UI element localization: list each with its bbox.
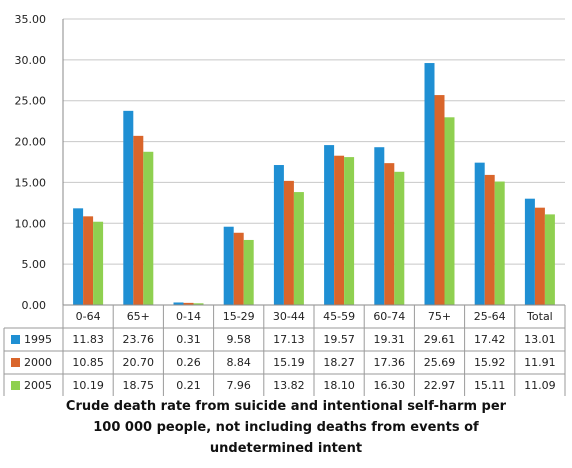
- bar-1995-Total: [524, 198, 535, 305]
- bar-2000-25-64: [484, 174, 495, 305]
- bar-1995-45-59: [324, 145, 335, 305]
- x-tick-label: 75+: [428, 310, 451, 323]
- data-label: 18.75: [123, 379, 155, 392]
- bar-2005-60-74: [394, 171, 405, 305]
- data-label: 25.69: [424, 356, 456, 369]
- bar-2000-Total: [534, 207, 545, 305]
- bar-1995-30-44: [273, 165, 284, 305]
- x-tick-label: 0-64: [76, 310, 101, 323]
- data-label: 23.76: [123, 333, 155, 346]
- y-tick-label: 0.00: [22, 299, 47, 312]
- data-label: 18.10: [323, 379, 355, 392]
- data-label: 10.19: [72, 379, 104, 392]
- y-tick-label: 5.00: [22, 258, 47, 271]
- caption-line-3: undetermined intent: [209, 441, 363, 456]
- bar-2005-45-59: [344, 157, 355, 305]
- data-label: 13.01: [524, 333, 556, 346]
- data-label: 10.85: [72, 356, 104, 369]
- data-label: 18.27: [323, 356, 355, 369]
- data-label: 11.83: [72, 333, 104, 346]
- y-tick-label: 25.00: [15, 95, 47, 108]
- caption-line-2: 100 000 people, not including deaths fro…: [93, 420, 479, 435]
- bar-1995-0-64: [73, 208, 84, 305]
- legend-label-1995: 1995: [24, 333, 52, 346]
- data-label: 0.31: [176, 333, 201, 346]
- x-tick-label: 15-29: [223, 310, 255, 323]
- bar-2000-30-44: [283, 180, 294, 305]
- bar-1995-75+: [424, 63, 435, 305]
- bar-2005-25-64: [494, 181, 505, 305]
- data-label: 19.31: [374, 333, 406, 346]
- data-label: 20.70: [123, 356, 155, 369]
- legend-swatch-2005: [11, 381, 20, 390]
- data-label: 16.30: [374, 379, 406, 392]
- data-label: 13.82: [273, 379, 305, 392]
- bar-2005-30-44: [293, 192, 304, 305]
- data-label: 15.92: [474, 356, 506, 369]
- legend-label-2000: 2000: [24, 356, 52, 369]
- x-tick-label: 45-59: [323, 310, 355, 323]
- chart-caption: Crude death rate from suicide and intent…: [0, 396, 572, 459]
- data-label: 15.11: [474, 379, 506, 392]
- data-label: 15.19: [273, 356, 305, 369]
- bar-1995-65+: [123, 110, 134, 305]
- bar-2000-15-29: [233, 232, 244, 305]
- data-label: 22.97: [424, 379, 456, 392]
- bar-2005-65+: [143, 151, 154, 305]
- data-label: 7.96: [226, 379, 251, 392]
- bar-1995-25-64: [474, 162, 485, 305]
- bar-2000-0-64: [83, 216, 94, 305]
- bar-2005-0-14: [193, 303, 204, 305]
- bar-2000-65+: [133, 135, 144, 305]
- data-label: 29.61: [424, 333, 456, 346]
- bar-1995-60-74: [374, 147, 385, 305]
- x-tick-label: 30-44: [273, 310, 305, 323]
- legend-label-2005: 2005: [24, 379, 52, 392]
- bar-2005-15-29: [243, 239, 254, 305]
- bar-2000-60-74: [384, 163, 395, 305]
- data-label: 17.36: [374, 356, 406, 369]
- y-tick-label: 20.00: [15, 136, 47, 149]
- bar-2005-Total: [544, 214, 555, 305]
- y-tick-label: 30.00: [15, 54, 47, 67]
- x-tick-label: 25-64: [474, 310, 506, 323]
- data-label: 0.21: [176, 379, 201, 392]
- legend-swatch-1995: [11, 335, 20, 344]
- bar-2000-75+: [434, 95, 445, 306]
- legend-swatch-2000: [11, 358, 20, 367]
- data-label: 9.58: [226, 333, 251, 346]
- chart: 0.00 5.00 10.00 15.00 20.00 25.00 30.00 35.00 0-…: [3, 13, 566, 396]
- data-label: 17.13: [273, 333, 305, 346]
- x-tick-label: 0-14: [176, 310, 201, 323]
- bar-1995-15-29: [223, 226, 234, 305]
- bar-2005-75+: [444, 117, 455, 306]
- bar-1995-0-14: [173, 302, 184, 305]
- data-label: 11.09: [524, 379, 556, 392]
- data-label: 0.26: [176, 356, 201, 369]
- caption-line-1: Crude death rate from suicide and intent…: [65, 399, 507, 414]
- bar-2000-45-59: [334, 155, 345, 305]
- data-label: 11.91: [524, 356, 556, 369]
- data-label: 19.57: [323, 333, 355, 346]
- bar-2000-0-14: [183, 302, 194, 305]
- data-label: 8.84: [226, 356, 251, 369]
- y-tick-label: 10.00: [15, 217, 47, 230]
- x-tick-label: 60-74: [373, 310, 405, 323]
- y-tick-label: 15.00: [15, 176, 47, 189]
- y-tick-label: 35.00: [15, 13, 47, 26]
- x-tick-label: Total: [526, 310, 553, 323]
- bar-2005-0-64: [93, 221, 104, 305]
- data-label: 17.42: [474, 333, 506, 346]
- x-tick-label: 65+: [127, 310, 150, 323]
